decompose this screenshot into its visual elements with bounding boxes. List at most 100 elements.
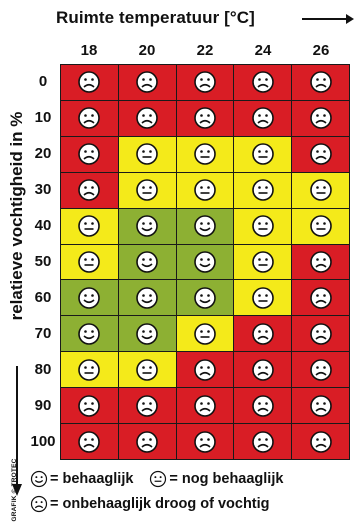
row-label-60: 60 <box>34 289 52 306</box>
sad-face-icon <box>194 430 216 453</box>
legend-still-comfortable: = nog behaaglijk <box>149 470 283 488</box>
sad-face-icon <box>309 430 332 453</box>
neutral-face-icon <box>136 143 158 166</box>
grid-cell-10-24 <box>234 100 292 136</box>
right-arrow-icon <box>302 14 354 24</box>
y-axis-label: relatieve vochtigheid in % <box>7 111 26 321</box>
grid-cell-20-26 <box>292 136 349 172</box>
grid-cell-0-24 <box>234 65 292 100</box>
row-label-90: 90 <box>34 397 52 414</box>
smiley-face-icon <box>136 215 158 237</box>
row-label-70: 70 <box>34 325 52 342</box>
grid-cell-100-20 <box>118 424 176 459</box>
sad-face-icon <box>78 394 101 417</box>
column-label-18: 18 <box>80 42 98 59</box>
legend-row-1: = behaaglijk = nog behaaglijk <box>30 470 283 488</box>
grid-cell-60-22 <box>176 280 234 316</box>
neutral-face-icon <box>194 323 216 345</box>
sad-face-icon <box>136 71 158 94</box>
grid-cell-70-24 <box>234 316 292 352</box>
grid-cell-40-24 <box>234 208 292 244</box>
sad-face-icon <box>78 430 101 453</box>
neutral-face-icon <box>136 179 158 201</box>
grid-cell-80-18 <box>61 352 118 388</box>
grid-cell-70-20 <box>118 316 176 352</box>
grid-cell-70-26 <box>292 316 349 352</box>
grid-cell-10-22 <box>176 100 234 136</box>
grid-cell-40-20 <box>118 208 176 244</box>
grid-cell-80-26 <box>292 352 349 388</box>
grid-cell-80-20 <box>118 352 176 388</box>
legend-row-2: = onbehaaglijk droog of vochtig <box>30 495 270 513</box>
grid-cell-50-20 <box>118 244 176 280</box>
sad-face-icon <box>251 358 274 381</box>
grid-cell-60-18 <box>61 280 118 316</box>
legend-still-comfortable-label: = nog behaaglijk <box>169 471 284 487</box>
grid-cell-10-18 <box>61 100 118 136</box>
grid-cell-30-18 <box>61 172 118 208</box>
smiley-face-icon <box>136 287 158 309</box>
grid-cell-40-18 <box>61 208 118 244</box>
grid-cell-50-22 <box>176 244 234 280</box>
grid-cell-80-24 <box>234 352 292 388</box>
sad-face-icon <box>30 495 48 513</box>
sad-face-icon <box>136 107 158 130</box>
sad-face-icon <box>194 71 216 94</box>
sad-face-icon <box>78 179 101 201</box>
sad-face-icon <box>251 323 274 345</box>
grid-cell-20-24 <box>234 136 292 172</box>
grid-cell-80-22 <box>176 352 234 388</box>
sad-face-icon <box>251 71 274 94</box>
row-label-80: 80 <box>34 361 52 378</box>
column-label-26: 26 <box>312 42 330 59</box>
neutral-face-icon <box>309 215 332 237</box>
smiley-face-icon <box>30 470 48 488</box>
grid-cell-30-22 <box>176 172 234 208</box>
sad-face-icon <box>309 71 332 94</box>
smiley-face-icon <box>194 287 216 309</box>
grid-cell-0-26 <box>292 65 349 100</box>
row-label-20: 20 <box>34 145 52 162</box>
neutral-face-icon <box>78 251 101 273</box>
legend-uncomfortable-label: = onbehaaglijk droog of vochtig <box>50 496 270 512</box>
sad-face-icon <box>309 358 332 381</box>
row-label-50: 50 <box>34 253 52 270</box>
grid-cell-10-26 <box>292 100 349 136</box>
smiley-face-icon <box>136 251 158 273</box>
neutral-face-icon <box>78 215 101 237</box>
grid-cell-30-26 <box>292 172 349 208</box>
sad-face-icon <box>309 394 332 417</box>
grid-cell-50-24 <box>234 244 292 280</box>
smiley-face-icon <box>136 323 158 345</box>
grid-cell-0-22 <box>176 65 234 100</box>
grid-cell-70-22 <box>176 316 234 352</box>
grid-cell-70-18 <box>61 316 118 352</box>
grid-cell-50-26 <box>292 244 349 280</box>
sad-face-icon <box>136 430 158 453</box>
neutral-face-icon <box>309 179 332 201</box>
grid-cell-0-18 <box>61 65 118 100</box>
down-arrow-icon <box>12 366 22 496</box>
row-label-0: 0 <box>38 73 48 90</box>
grid-cell-90-26 <box>292 388 349 424</box>
neutral-face-icon <box>136 358 158 381</box>
legend-comfortable-label: = behaaglijk <box>50 471 134 487</box>
grid-cell-50-18 <box>61 244 118 280</box>
chart-title: Ruimte temperatuur [°C] <box>56 8 255 27</box>
row-label-10: 10 <box>34 109 52 126</box>
smiley-face-icon <box>78 287 101 309</box>
grid-cell-100-24 <box>234 424 292 459</box>
grid-cell-10-20 <box>118 100 176 136</box>
sad-face-icon <box>136 394 158 417</box>
grid-cell-20-22 <box>176 136 234 172</box>
neutral-face-icon <box>251 287 274 309</box>
grid-cell-40-22 <box>176 208 234 244</box>
sad-face-icon <box>309 143 332 166</box>
sad-face-icon <box>309 107 332 130</box>
sad-face-icon <box>194 394 216 417</box>
grid-cell-60-26 <box>292 280 349 316</box>
smiley-face-icon <box>78 323 101 345</box>
source-credit: GRAFIK © TROTEC <box>6 458 24 521</box>
row-label-30: 30 <box>34 181 52 198</box>
neutral-face-icon <box>251 215 274 237</box>
